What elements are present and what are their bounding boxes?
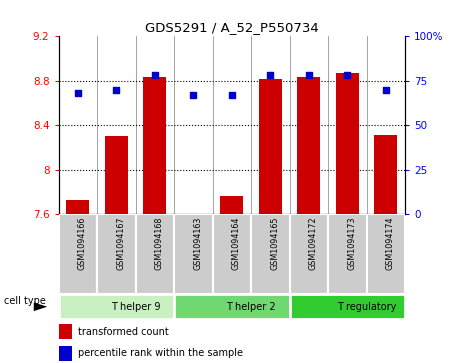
- Bar: [259, 78, 282, 214]
- Bar: [58, 346, 72, 361]
- Bar: [328, 214, 366, 294]
- Bar: [105, 136, 128, 214]
- Bar: [289, 294, 405, 319]
- Text: T helper 2: T helper 2: [226, 302, 276, 312]
- Text: GSM1094173: GSM1094173: [347, 217, 356, 270]
- Point: [305, 73, 312, 78]
- Point: [74, 90, 81, 96]
- Text: T helper 9: T helper 9: [111, 302, 160, 312]
- Bar: [251, 214, 289, 294]
- Bar: [174, 214, 212, 294]
- Point: [112, 87, 120, 93]
- Bar: [58, 324, 72, 339]
- Bar: [58, 294, 174, 319]
- Text: GSM1094174: GSM1094174: [386, 217, 395, 270]
- Text: GSM1094165: GSM1094165: [270, 217, 279, 270]
- Point: [151, 73, 158, 78]
- Point: [189, 92, 197, 98]
- Text: transformed count: transformed count: [77, 327, 168, 337]
- Bar: [143, 77, 166, 214]
- Text: T regulatory: T regulatory: [337, 302, 396, 312]
- Bar: [212, 214, 251, 294]
- Title: GDS5291 / A_52_P550734: GDS5291 / A_52_P550734: [145, 21, 319, 34]
- Bar: [374, 135, 397, 214]
- Bar: [336, 73, 359, 214]
- Text: GSM1094172: GSM1094172: [309, 217, 318, 270]
- Point: [344, 73, 351, 78]
- Text: percentile rank within the sample: percentile rank within the sample: [77, 348, 243, 358]
- Text: GSM1094166: GSM1094166: [78, 217, 87, 270]
- Bar: [297, 77, 320, 214]
- Bar: [66, 200, 89, 214]
- Text: GSM1094168: GSM1094168: [155, 217, 164, 270]
- Bar: [174, 294, 289, 319]
- Bar: [366, 214, 405, 294]
- Point: [228, 92, 235, 98]
- Text: GSM1094167: GSM1094167: [116, 217, 125, 270]
- Point: [267, 73, 274, 78]
- Text: GSM1094163: GSM1094163: [193, 217, 202, 270]
- Bar: [135, 214, 174, 294]
- Text: GSM1094164: GSM1094164: [232, 217, 241, 270]
- Point: [382, 87, 389, 93]
- Bar: [220, 196, 243, 214]
- Bar: [289, 214, 328, 294]
- Text: cell type: cell type: [4, 296, 46, 306]
- Bar: [58, 214, 97, 294]
- Bar: [97, 214, 135, 294]
